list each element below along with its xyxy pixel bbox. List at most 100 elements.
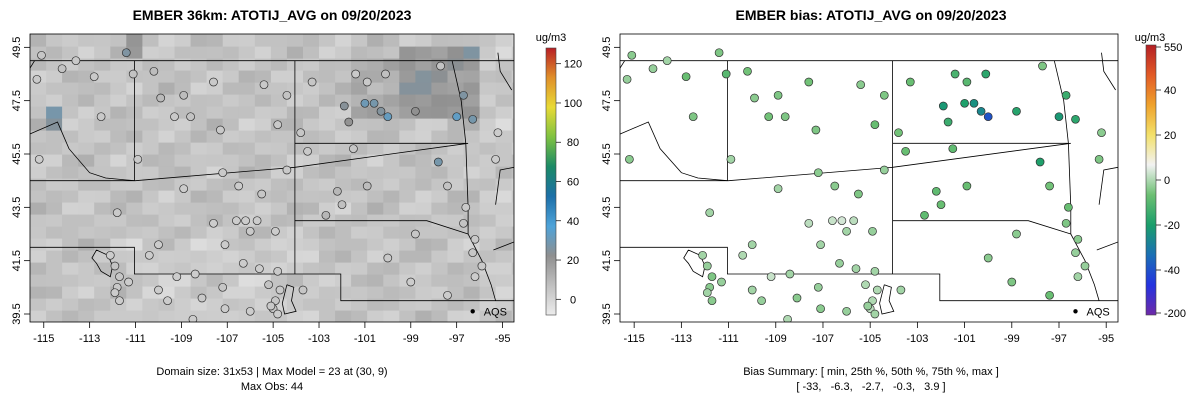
border-line (497, 52, 513, 91)
raster-cell (415, 82, 433, 95)
y-tick-label: 39.5 (11, 303, 23, 324)
data-point (124, 277, 133, 287)
raster-cell (511, 202, 514, 215)
border-line (30, 60, 35, 69)
raster-cell (110, 82, 127, 95)
raster-cell (222, 190, 240, 203)
data-point (1071, 114, 1080, 124)
raster-cell (142, 202, 160, 215)
raster-cell (142, 226, 160, 239)
raster-cell (174, 118, 192, 131)
data-point (144, 250, 154, 260)
raster-cell (174, 238, 192, 251)
raster-cell (319, 226, 336, 239)
colorbar-tick-label: 0 (570, 294, 576, 306)
raster-cell (415, 46, 433, 59)
colorbar-tick-label: 120 (564, 59, 582, 71)
raster-cell (30, 250, 47, 263)
raster-cell (190, 142, 208, 155)
raster-cell (254, 166, 272, 179)
raster-cell (511, 238, 514, 251)
raster-cell (30, 166, 47, 179)
raster-cell (254, 142, 272, 155)
raster-cell (383, 310, 400, 322)
raster-cell (399, 58, 416, 71)
raster-cell (78, 142, 95, 155)
raster-cell (158, 142, 176, 155)
raster-cell (383, 238, 400, 251)
y-tick-label: 41.5 (601, 250, 613, 271)
x-tick-label: -115 (624, 333, 645, 345)
data-point (383, 253, 393, 263)
raster-cell (238, 58, 256, 71)
raster-cell (94, 178, 111, 191)
data-point (842, 306, 851, 316)
data-point (282, 165, 292, 175)
raster-cell (399, 310, 416, 322)
raster-cell (367, 286, 384, 299)
raster-cell (495, 46, 513, 59)
raster-cell (367, 118, 384, 131)
raster-cell (62, 34, 79, 47)
border-line (1098, 166, 1118, 205)
raster-cell (206, 250, 224, 263)
data-point (179, 184, 189, 194)
raster-cell (303, 262, 320, 275)
raster-cell (78, 214, 95, 227)
data-point (273, 120, 283, 130)
data-point (894, 128, 903, 138)
raster-cell (30, 142, 47, 155)
raster-cell (110, 46, 127, 59)
raster-cell (367, 34, 384, 47)
raster-cell (62, 82, 79, 95)
x-tick-label: -113 (79, 333, 100, 345)
raster-cell (142, 190, 160, 203)
raster-cell (447, 46, 465, 59)
raster-cell (367, 202, 384, 215)
data-point (698, 250, 707, 260)
raster-cell (126, 226, 143, 239)
border-line (495, 166, 514, 205)
raster-cell (30, 178, 47, 191)
raster-cell (206, 226, 224, 239)
raster-cell (383, 154, 400, 167)
raster-cell (238, 190, 256, 203)
raster-cell (303, 58, 320, 71)
raster-cell (479, 178, 497, 191)
raster-cell (46, 262, 63, 275)
border-line (620, 142, 1071, 182)
raster-cell (254, 178, 272, 191)
raster-cell (447, 190, 465, 203)
raster-cell (46, 118, 63, 131)
raster-cell (495, 286, 513, 299)
data-point (861, 280, 870, 290)
raster-cell (206, 178, 224, 191)
raster-cell (511, 46, 514, 59)
raster-cell (142, 142, 160, 155)
data-point (216, 125, 225, 135)
raster-cell (30, 190, 47, 203)
raster-cell (30, 130, 47, 143)
raster-cell (174, 82, 192, 95)
x-tick-label: -103 (308, 333, 330, 345)
raster-cell (367, 226, 384, 239)
raster-cell (126, 298, 143, 311)
raster-cell (94, 310, 111, 322)
raster-cell (367, 190, 384, 203)
raster-cell (463, 166, 481, 179)
raster-cell (222, 274, 240, 287)
raster-cell (415, 262, 433, 275)
colorbar-tick-label: 20 (1164, 130, 1176, 142)
raster-cell (62, 154, 79, 167)
raster-cell (46, 298, 63, 311)
raster-cell (206, 34, 224, 47)
data-point (57, 64, 67, 74)
data-point (773, 90, 783, 100)
raster-cell (463, 262, 481, 275)
raster-cell (190, 106, 208, 119)
raster-cell (319, 250, 336, 263)
raster-cell (431, 34, 449, 47)
raster-cell (447, 262, 465, 275)
raster-cell (94, 82, 111, 95)
raster-cell (158, 34, 176, 47)
